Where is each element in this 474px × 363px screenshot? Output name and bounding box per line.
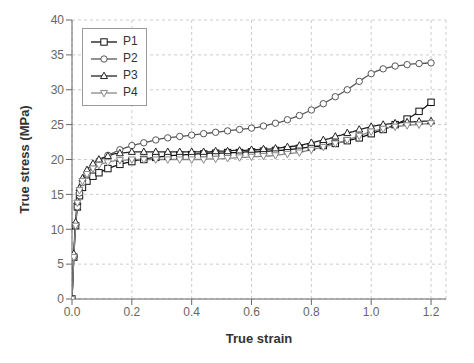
html-text:P3: P3	[123, 68, 138, 82]
svg-text:0.0: 0.0	[64, 305, 81, 319]
html-text:P4: P4	[123, 85, 138, 99]
svg-text:10: 10	[51, 223, 65, 237]
svg-text:30: 30	[51, 83, 65, 97]
svg-text:1.2: 1.2	[423, 305, 440, 319]
svg-text:25: 25	[51, 118, 65, 132]
svg-text:0: 0	[57, 292, 64, 306]
svg-text:35: 35	[51, 48, 65, 62]
html-text:P1: P1	[123, 34, 138, 48]
svg-text:1.0: 1.0	[363, 305, 380, 319]
svg-text:0.4: 0.4	[183, 305, 200, 319]
svg-text:0.6: 0.6	[243, 305, 260, 319]
html-text:P2: P2	[123, 51, 138, 65]
svg-text:40: 40	[51, 13, 65, 27]
svg-text:15: 15	[51, 188, 65, 202]
svg-text:0.2: 0.2	[123, 305, 140, 319]
svg-text:5: 5	[57, 257, 64, 271]
svg-text:0.8: 0.8	[303, 305, 320, 319]
svg-text:True stress (MPa): True stress (MPa)	[17, 105, 32, 213]
svg-text:20: 20	[51, 153, 65, 167]
svg-text:True strain: True strain	[226, 331, 293, 346]
